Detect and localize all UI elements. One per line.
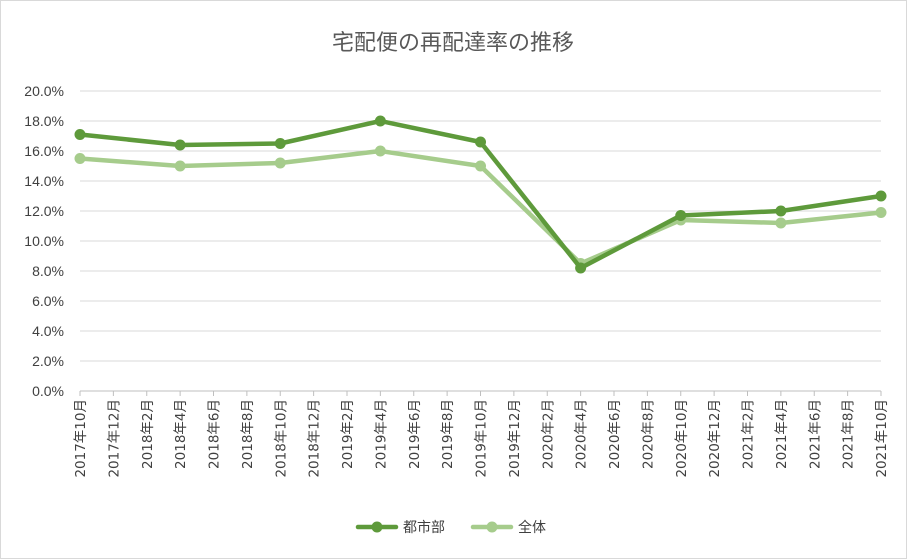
series-group bbox=[74, 115, 887, 274]
y-tick-label: 8.0% bbox=[32, 263, 64, 279]
x-tick-label: 2018年8月 bbox=[240, 399, 256, 469]
x-tick-label: 2018年10月 bbox=[273, 399, 289, 478]
x-axis-ticks: 2017年10月 2017年12月 2018年2月 2018年4月 2018年6月 201… bbox=[73, 399, 890, 478]
x-tick-label: 2021年8月 bbox=[841, 399, 857, 469]
x-tick-label: 2018年2月 bbox=[140, 399, 156, 469]
x-tick-label: 2020年4月 bbox=[574, 399, 590, 469]
data-point bbox=[374, 115, 386, 127]
y-tick-label: 14.0% bbox=[24, 173, 64, 189]
x-tick-label: 2019年2月 bbox=[340, 399, 356, 469]
data-point bbox=[274, 138, 286, 149]
x-tick-label: 2020年10月 bbox=[674, 399, 690, 478]
x-tick-label: 2020年2月 bbox=[540, 399, 556, 469]
x-tick-label: 2019年10月 bbox=[474, 399, 490, 478]
y-tick-label: 20.0% bbox=[24, 83, 64, 99]
chart-title: 宅配便の再配達率の推移 bbox=[332, 31, 574, 56]
data-point bbox=[74, 129, 86, 140]
legend-label: 全体 bbox=[518, 519, 546, 536]
x-tick-label: 2017年10月 bbox=[73, 399, 89, 478]
x-tick-label: 2019年4月 bbox=[373, 399, 389, 469]
x-tick-label: 2020年6月 bbox=[607, 399, 623, 469]
data-point bbox=[174, 160, 186, 172]
data-point bbox=[775, 205, 787, 217]
data-point bbox=[374, 145, 386, 157]
x-tick-label: 2020年8月 bbox=[640, 399, 656, 469]
x-tick-label: 2019年8月 bbox=[440, 399, 456, 469]
x-tick-label: 2019年12月 bbox=[507, 399, 523, 478]
legend-swatch-marker bbox=[371, 521, 383, 533]
data-point bbox=[575, 262, 587, 274]
x-tick-label: 2021年6月 bbox=[807, 399, 823, 469]
x-tick-label: 2018年6月 bbox=[207, 399, 223, 469]
x-tick-label: 2018年4月 bbox=[173, 399, 189, 469]
data-point bbox=[775, 217, 787, 229]
x-tick-label: 2019年6月 bbox=[407, 399, 423, 469]
y-axis-ticks: 0.0% 2.0% 4.0% 6.0% 8.0% 10.0% 12.0% 14.0% 16.0%… bbox=[24, 83, 64, 399]
y-tick-label: 2.0% bbox=[32, 353, 64, 369]
x-tick-label: 2018年12月 bbox=[307, 399, 323, 478]
legend-label: 都市部 bbox=[403, 519, 445, 536]
x-axis bbox=[79, 390, 882, 396]
y-tick-label: 12.0% bbox=[24, 203, 64, 219]
y-tick-label: 0.0% bbox=[32, 383, 64, 399]
gridlines bbox=[80, 90, 881, 362]
data-point bbox=[74, 153, 86, 164]
x-tick-label: 2021年2月 bbox=[741, 399, 757, 469]
y-tick-label: 16.0% bbox=[24, 143, 64, 159]
legend-swatch-marker bbox=[486, 521, 498, 533]
y-tick-label: 4.0% bbox=[32, 323, 64, 339]
data-point bbox=[675, 210, 687, 221]
y-tick-label: 6.0% bbox=[32, 293, 64, 309]
y-tick-label: 18.0% bbox=[24, 113, 64, 129]
x-tick-label: 2017年12月 bbox=[106, 399, 122, 478]
data-point bbox=[475, 136, 486, 148]
data-point bbox=[174, 139, 186, 151]
legend: 都市部 全体 bbox=[355, 519, 546, 536]
data-point bbox=[475, 160, 486, 172]
x-tick-label: 2020年12月 bbox=[707, 399, 723, 478]
data-point bbox=[875, 190, 887, 202]
x-tick-label: 2021年10月 bbox=[874, 399, 890, 478]
y-tick-label: 10.0% bbox=[24, 233, 64, 249]
x-tick-label: 2021年4月 bbox=[774, 399, 790, 469]
data-point bbox=[875, 207, 887, 218]
data-point bbox=[274, 157, 286, 169]
